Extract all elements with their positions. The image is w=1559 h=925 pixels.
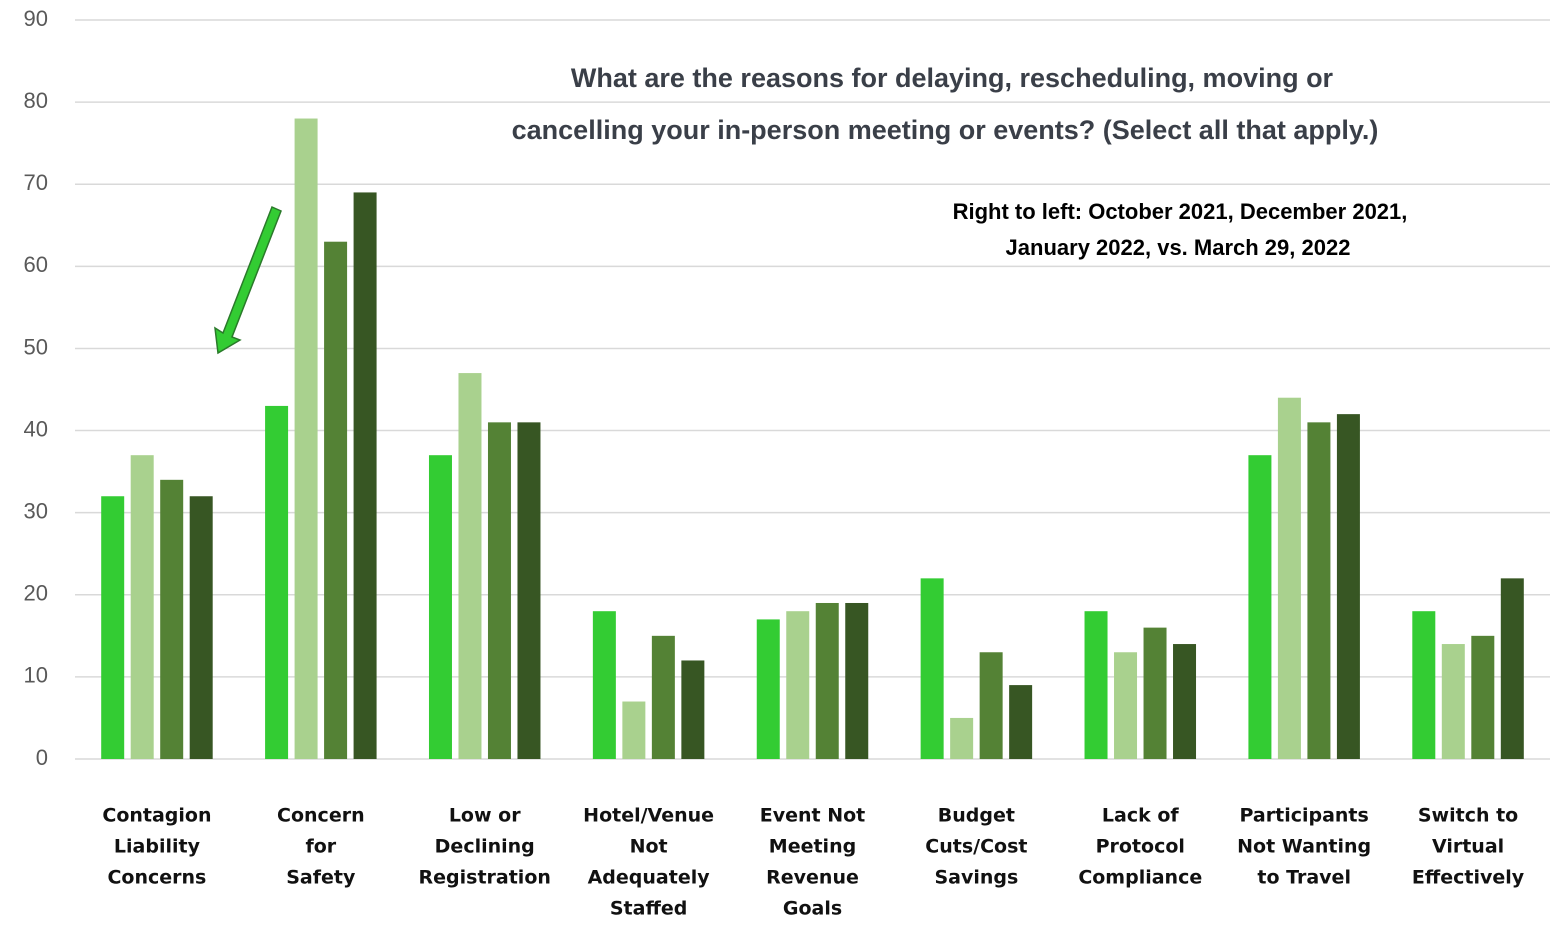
x-tick-label: for xyxy=(305,836,336,858)
bar xyxy=(592,611,616,759)
bar xyxy=(1277,397,1301,759)
x-tick-label: Not Wanting xyxy=(1237,836,1371,858)
x-tick-label: Virtual xyxy=(1432,836,1504,858)
bar xyxy=(1336,414,1360,759)
plot: 0 10 20 30 40 50 60 70 80 90 xyxy=(24,6,1550,770)
x-tick-label: Hotel/Venue xyxy=(583,805,714,827)
y-tick-label: 60 xyxy=(24,252,48,277)
bar xyxy=(950,717,974,759)
y-tick-label: 40 xyxy=(24,416,48,441)
bar xyxy=(1412,611,1436,759)
x-tick-label: Meeting xyxy=(769,836,856,858)
bar xyxy=(920,578,944,759)
bar xyxy=(786,611,810,759)
bar xyxy=(294,118,318,760)
bar xyxy=(1307,422,1331,759)
y-tick-label: 90 xyxy=(24,6,48,31)
bar xyxy=(1173,644,1197,759)
bar xyxy=(487,422,511,759)
chart-title: cancelling your in-person meeting or eve… xyxy=(512,115,1379,145)
bar xyxy=(130,455,154,759)
x-tick-label: Low or xyxy=(449,805,521,827)
bar xyxy=(265,405,289,759)
chart-subtitle: Right to left: October 2021, December 20… xyxy=(953,199,1408,224)
y-tick-label: 10 xyxy=(24,663,48,688)
x-tick-label: Safety xyxy=(286,867,356,889)
x-tick-label: Lack of xyxy=(1102,805,1179,827)
arrow xyxy=(214,205,282,355)
y-tick-label: 70 xyxy=(24,170,48,195)
bar xyxy=(815,602,839,759)
x-tick-label: Goals xyxy=(783,898,842,920)
bar xyxy=(681,660,705,759)
x-tick-label: Revenue xyxy=(766,867,859,889)
bar xyxy=(160,479,184,759)
bar xyxy=(1441,644,1465,759)
bar xyxy=(845,602,869,759)
x-tick-label: Effectively xyxy=(1412,867,1525,889)
bar xyxy=(458,373,482,759)
bar xyxy=(1114,652,1138,759)
x-tick-label: Protocol xyxy=(1096,836,1185,858)
chart-title: What are the reasons for delaying, resch… xyxy=(571,63,1334,93)
x-tick-label: Declining xyxy=(435,836,535,858)
bar xyxy=(622,701,646,759)
x-tick-label: Registration xyxy=(419,867,551,889)
bar xyxy=(189,496,213,759)
x-tick-label: Budget xyxy=(938,805,1015,827)
chart-subtitle: January 2022, vs. March 29, 2022 xyxy=(1006,235,1351,260)
y-tick-label: 80 xyxy=(24,88,48,113)
x-tick-label: Not xyxy=(630,836,668,858)
x-tick-label: Event Not xyxy=(760,805,866,827)
bar xyxy=(1084,611,1108,759)
x-tick-label: Cuts/Cost xyxy=(925,836,1027,858)
x-tick-label: Contagion xyxy=(102,805,211,827)
bar xyxy=(428,455,452,759)
bar xyxy=(1009,685,1033,759)
x-tick-label: Switch to xyxy=(1418,805,1518,827)
bar xyxy=(324,241,348,759)
bar xyxy=(1248,455,1272,759)
bar xyxy=(1500,578,1524,759)
x-tick-label: Adequately xyxy=(588,867,711,889)
x-tick-label: Liability xyxy=(114,836,201,858)
bar xyxy=(651,635,675,759)
bar xyxy=(979,652,1003,759)
x-tick-label: Concern xyxy=(277,805,365,827)
y-tick-label: 0 xyxy=(36,745,48,770)
x-tick-label: Compliance xyxy=(1078,867,1202,889)
bar xyxy=(101,496,125,759)
x-tick-label: Participants xyxy=(1240,805,1369,827)
bar xyxy=(353,192,377,759)
x-tick-label: to Travel xyxy=(1257,867,1351,889)
bar xyxy=(517,422,541,759)
bar xyxy=(1471,635,1495,759)
y-tick-label: 20 xyxy=(24,581,48,606)
bar xyxy=(756,619,780,759)
x-tick-label: Staffed xyxy=(610,898,687,920)
y-tick-label: 30 xyxy=(24,498,48,523)
bar xyxy=(1143,627,1167,759)
x-tick-label: Savings xyxy=(934,867,1018,889)
y-tick-label: 50 xyxy=(24,334,48,359)
x-tick-label: Concerns xyxy=(107,867,206,889)
